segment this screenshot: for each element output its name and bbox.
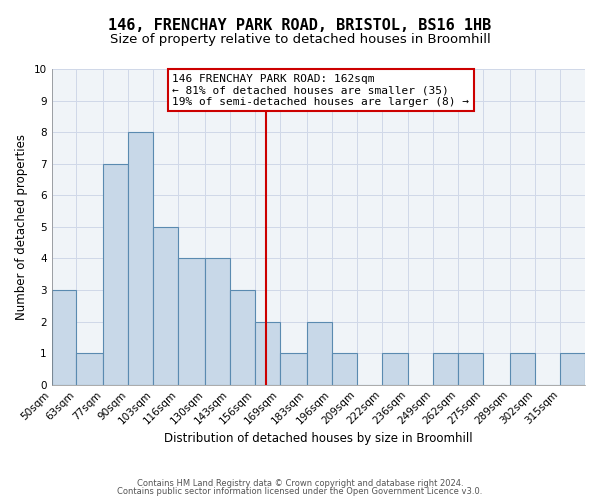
Bar bbox=[382, 353, 409, 384]
Bar bbox=[128, 132, 153, 384]
Bar bbox=[205, 258, 230, 384]
Bar bbox=[332, 353, 356, 384]
Text: Contains HM Land Registry data © Crown copyright and database right 2024.: Contains HM Land Registry data © Crown c… bbox=[137, 478, 463, 488]
Bar bbox=[307, 322, 332, 384]
Bar bbox=[76, 353, 103, 384]
Bar bbox=[52, 290, 76, 384]
Text: Size of property relative to detached houses in Broomhill: Size of property relative to detached ho… bbox=[110, 32, 490, 46]
Bar bbox=[103, 164, 128, 384]
X-axis label: Distribution of detached houses by size in Broomhill: Distribution of detached houses by size … bbox=[164, 432, 473, 445]
Y-axis label: Number of detached properties: Number of detached properties bbox=[15, 134, 28, 320]
Bar bbox=[230, 290, 255, 384]
Text: Contains public sector information licensed under the Open Government Licence v3: Contains public sector information licen… bbox=[118, 487, 482, 496]
Bar bbox=[433, 353, 458, 384]
Bar bbox=[280, 353, 307, 384]
Bar bbox=[255, 322, 280, 384]
Text: 146 FRENCHAY PARK ROAD: 162sqm
← 81% of detached houses are smaller (35)
19% of : 146 FRENCHAY PARK ROAD: 162sqm ← 81% of … bbox=[172, 74, 469, 107]
Bar bbox=[560, 353, 585, 384]
Bar bbox=[458, 353, 483, 384]
Bar bbox=[178, 258, 205, 384]
Bar bbox=[153, 227, 178, 384]
Bar bbox=[510, 353, 535, 384]
Text: 146, FRENCHAY PARK ROAD, BRISTOL, BS16 1HB: 146, FRENCHAY PARK ROAD, BRISTOL, BS16 1… bbox=[109, 18, 491, 32]
